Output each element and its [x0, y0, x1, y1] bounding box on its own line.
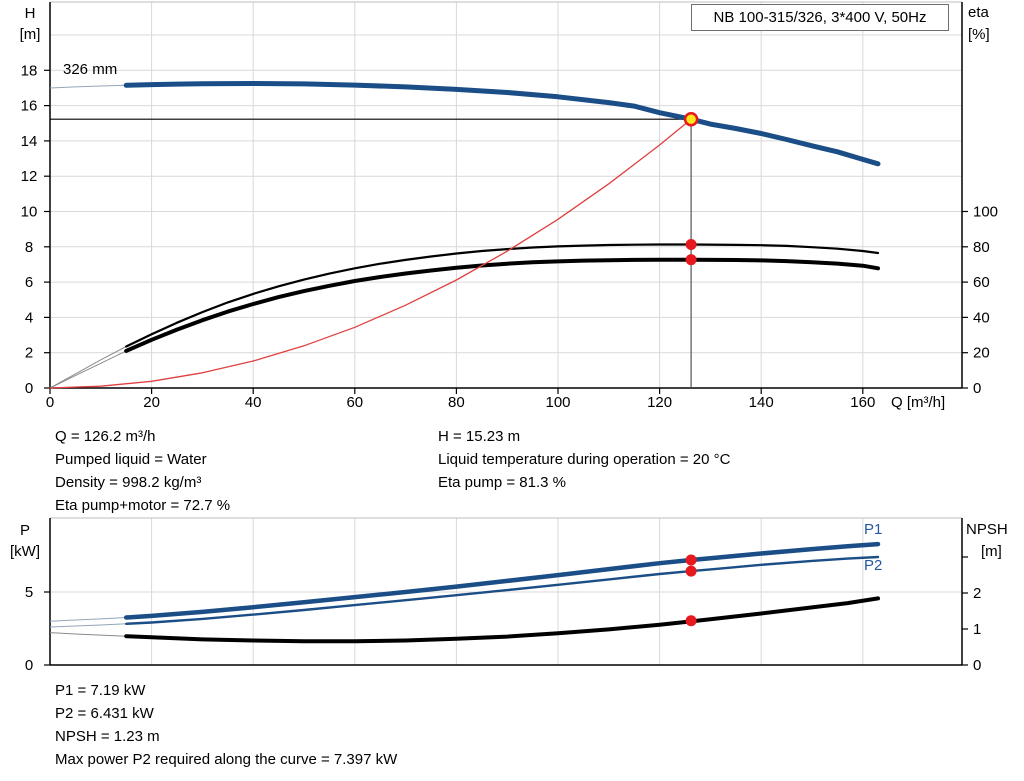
- npsh-curve: [124, 596, 880, 644]
- eta-pump-plus-motor-curve-intro: [49, 350, 127, 389]
- annotation-max-power-p2: Max power P2 required along the curve = …: [55, 751, 398, 768]
- duty-point-dot: [685, 615, 697, 627]
- annotation-density: Density = 998.2 kg/m³: [55, 474, 202, 491]
- p2-curve: [124, 555, 880, 625]
- eta-axis-unit: [%]: [968, 26, 990, 43]
- impeller-size-label: 326 mm: [63, 61, 118, 78]
- p1-curve-intro: [49, 617, 127, 622]
- right-tick-label: 20: [973, 345, 990, 362]
- right-tick-label: 100: [973, 204, 998, 221]
- eta-pump-plus-motor-curve: [124, 257, 880, 353]
- x-tick-label: 20: [143, 394, 160, 411]
- x-tick-label: 160: [850, 394, 875, 411]
- eta-pump-curve-intro: [49, 346, 127, 389]
- annotation-head: H = 15.23 m: [438, 428, 521, 445]
- power-axis-title: P: [19, 522, 30, 539]
- left-tick-label: 0: [25, 380, 33, 397]
- head-axis-unit: [m]: [19, 26, 41, 43]
- power-npsh-chart: 0 5 0 1 2: [25, 517, 981, 674]
- duty-point-dot: [685, 565, 697, 577]
- x-tick-label: 60: [346, 394, 363, 411]
- left-tick-label: 16: [21, 98, 38, 115]
- head-capacity-chart: 0 20 40 60 80 100 120 140 160 0 2 4 6 8 10 12 14 16 18 0 20 4…: [21, 1, 998, 411]
- npsh-axis-unit: [m]: [981, 543, 1002, 560]
- x-tick-label: 100: [545, 394, 570, 411]
- left-tick-label: 6: [25, 274, 33, 291]
- pump-title-box: NB 100-315/326, 3*400 V, 50Hz: [691, 4, 949, 31]
- right-tick-label: 0: [973, 657, 981, 674]
- x-tick-label: 140: [749, 394, 774, 411]
- eta-pump-curve: [125, 243, 880, 348]
- p2-curve-intro: [49, 623, 127, 628]
- npsh-curve-intro: [49, 632, 127, 637]
- left-tick-label: 8: [25, 239, 33, 256]
- head-326mm-curve: [123, 81, 881, 167]
- p2-curve-label: P2: [864, 557, 883, 574]
- annotation-flow: Q = 126.2 m³/h: [55, 428, 156, 445]
- left-tick-label: 2: [25, 345, 33, 362]
- power-axis-unit: [kW]: [10, 543, 40, 560]
- duty-point-dot: [685, 239, 697, 251]
- annotation-pumped-liquid: Pumped liquid = Water: [55, 451, 207, 468]
- left-tick-label: 10: [21, 204, 38, 221]
- x-tick-label: 120: [647, 394, 672, 411]
- left-tick-label: 12: [21, 168, 38, 185]
- right-tick-label: 0: [973, 380, 981, 397]
- duty-point-dot: [685, 554, 697, 566]
- left-tick-label: 5: [25, 584, 33, 601]
- head-axis-title: H: [24, 5, 36, 22]
- right-tick-label: 1: [973, 621, 981, 638]
- left-tick-label: 4: [25, 309, 33, 326]
- npsh-axis-title: NPSH: [966, 521, 1008, 538]
- flow-axis-title: Q [m³/h]: [891, 394, 946, 411]
- operating-point-marker: [683, 111, 699, 127]
- annotation-p2: P2 = 6.431 kW: [55, 705, 154, 722]
- head-326mm-curve-intro: [49, 84, 127, 89]
- left-tick-label: 0: [25, 657, 33, 674]
- duty-point-dot: [685, 254, 697, 266]
- right-tick-label: 40: [973, 309, 990, 326]
- p1-curve-label: P1: [864, 521, 883, 538]
- x-tick-label: 40: [245, 394, 262, 411]
- left-tick-label: 14: [21, 133, 38, 150]
- right-tick-label: 80: [973, 239, 990, 256]
- system-curve-curve: [49, 118, 692, 389]
- left-tick-label: 18: [21, 62, 38, 79]
- annotation-liquid-temp: Liquid temperature during operation = 20…: [438, 451, 731, 468]
- eta-axis-title: eta: [968, 4, 989, 21]
- right-tick-label: 2: [973, 585, 981, 602]
- annotation-npsh: NPSH = 1.23 m: [55, 728, 160, 745]
- right-tick-label: 60: [973, 274, 990, 291]
- annotation-eta-pump-motor: Eta pump+motor = 72.7 %: [55, 497, 231, 514]
- x-tick-label: 0: [46, 394, 54, 411]
- annotation-p1: P1 = 7.19 kW: [55, 682, 146, 699]
- annotation-eta-pump: Eta pump = 81.3 %: [438, 474, 566, 491]
- p1-curve: [123, 541, 881, 620]
- x-tick-label: 80: [448, 394, 465, 411]
